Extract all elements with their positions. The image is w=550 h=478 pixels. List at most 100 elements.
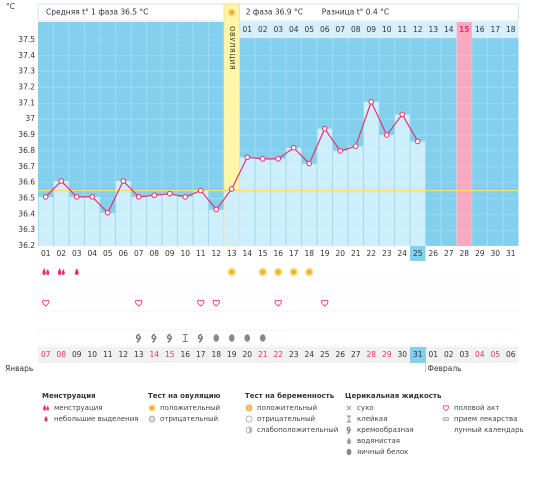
icon-part: [274, 299, 282, 307]
icon-part: [42, 268, 50, 275]
icon-sun: [227, 8, 237, 17]
cycle-day-label: 24: [397, 249, 407, 258]
y-tick-label: 36.3: [18, 225, 35, 234]
legend-item: отрицательный: [160, 415, 218, 423]
icon-prneg: [245, 415, 253, 423]
legend-item: прием лекарства: [454, 415, 517, 423]
icon-heart: [42, 299, 50, 307]
icon-part: [244, 334, 251, 342]
date-label: 02: [444, 350, 454, 359]
icon-creamy: [166, 333, 172, 343]
icon-part: [197, 333, 203, 343]
phase1-average: Средняя t° 1 фаза 36.5 °C: [46, 8, 148, 17]
icon-part: [259, 334, 266, 342]
month-label: Февраль: [428, 364, 462, 373]
y-tick-label: 37.1: [18, 98, 35, 107]
temperature-point: [151, 192, 158, 199]
legend-title: Церикальная жидкость: [345, 392, 442, 400]
legend-item: яичный белок: [357, 448, 408, 456]
icon-heart: [321, 299, 329, 307]
temperature-column: [224, 188, 239, 246]
date-label: 05: [490, 350, 500, 359]
icon-part: [290, 269, 297, 275]
icon-sun: [258, 267, 268, 277]
icon-egg: [346, 448, 352, 456]
temperature-column: [131, 196, 146, 246]
temperature-column: [364, 101, 379, 246]
date-label: 24: [304, 350, 314, 359]
y-tick-label: 36.9: [18, 130, 35, 139]
temperature-point: [42, 194, 49, 200]
phase2-day-label: 08: [351, 25, 361, 34]
icon-sun: [273, 267, 283, 277]
icon-part: [321, 299, 329, 307]
temperature-point: [244, 154, 251, 161]
icon-part: [57, 268, 65, 275]
legend-title: Менструация: [42, 392, 96, 400]
temperature-column: [85, 196, 100, 246]
header-box: [37, 3, 519, 22]
icon-part: [135, 333, 141, 343]
date-label: 06: [506, 350, 516, 359]
date-label: 14: [149, 350, 159, 359]
today-date-highlight: [410, 347, 426, 363]
icon-part: [346, 426, 351, 435]
phase2-day-label: 13: [428, 25, 438, 34]
icon-watery: [347, 437, 351, 444]
temperature-column: [54, 181, 69, 246]
y-tick-label: 36.8: [18, 146, 35, 155]
cycle-day-label: 30: [490, 249, 500, 258]
icon-part: [74, 268, 79, 275]
date-label: 12: [118, 350, 128, 359]
icon-part: [442, 417, 450, 421]
cycle-day-label: 09: [165, 249, 175, 258]
legend-item: менструация: [54, 404, 103, 412]
temperature-point: [352, 143, 359, 149]
cycle-day-label: 21: [351, 249, 361, 258]
icon-part: [212, 299, 220, 307]
temperature-column: [100, 212, 115, 246]
phase2-day-label: 03: [273, 25, 283, 34]
temperature-point: [275, 156, 282, 162]
temperature-column: [255, 158, 270, 246]
y-tick-label: 37.2: [18, 83, 35, 92]
temperature-point: [337, 148, 344, 154]
temperature-column: [286, 147, 301, 246]
icon-part: [213, 334, 220, 342]
phase2-day-label: 05: [304, 25, 314, 34]
phase2-day-label: 16: [475, 25, 485, 34]
y-tick-label: 36.7: [18, 162, 35, 171]
icon-part: [275, 269, 282, 275]
y-tick-label: 36.2: [18, 241, 35, 250]
temperature-point: [73, 194, 80, 200]
date-label: 18: [211, 350, 221, 359]
icon-part: [228, 269, 235, 275]
icon-part: [149, 405, 155, 411]
y-tick-label: 36.5: [18, 193, 35, 202]
icon-dry: [346, 405, 352, 411]
cycle-day-label: 16: [273, 249, 283, 258]
date-label: 23: [289, 350, 299, 359]
date-label: 01: [428, 350, 438, 359]
legend-item: лунный календарь: [454, 426, 524, 434]
icon-spot: [44, 416, 48, 422]
icon-heart: [442, 405, 450, 412]
icon-neg: [148, 415, 156, 423]
date-label: 10: [87, 350, 97, 359]
cycle-day-label: 28: [459, 249, 469, 258]
temperature-difference: Разница t° 0.4 °C: [322, 8, 389, 17]
temperature-point: [104, 209, 111, 216]
legend-item: положительный: [160, 404, 220, 412]
icon-heart: [197, 299, 205, 307]
temperature-column: [240, 157, 255, 246]
cycle-day-label: 04: [87, 249, 97, 258]
icon-part: [442, 405, 450, 412]
cycle-day-label: 25: [413, 249, 423, 258]
phase2-day-label: 07: [335, 25, 345, 34]
phase2-day-label: 12: [413, 25, 423, 34]
icon-mens: [42, 268, 50, 275]
date-label: 27: [351, 350, 361, 359]
month-label: Январь: [5, 364, 33, 373]
cycle-day-label: 19: [320, 249, 330, 258]
